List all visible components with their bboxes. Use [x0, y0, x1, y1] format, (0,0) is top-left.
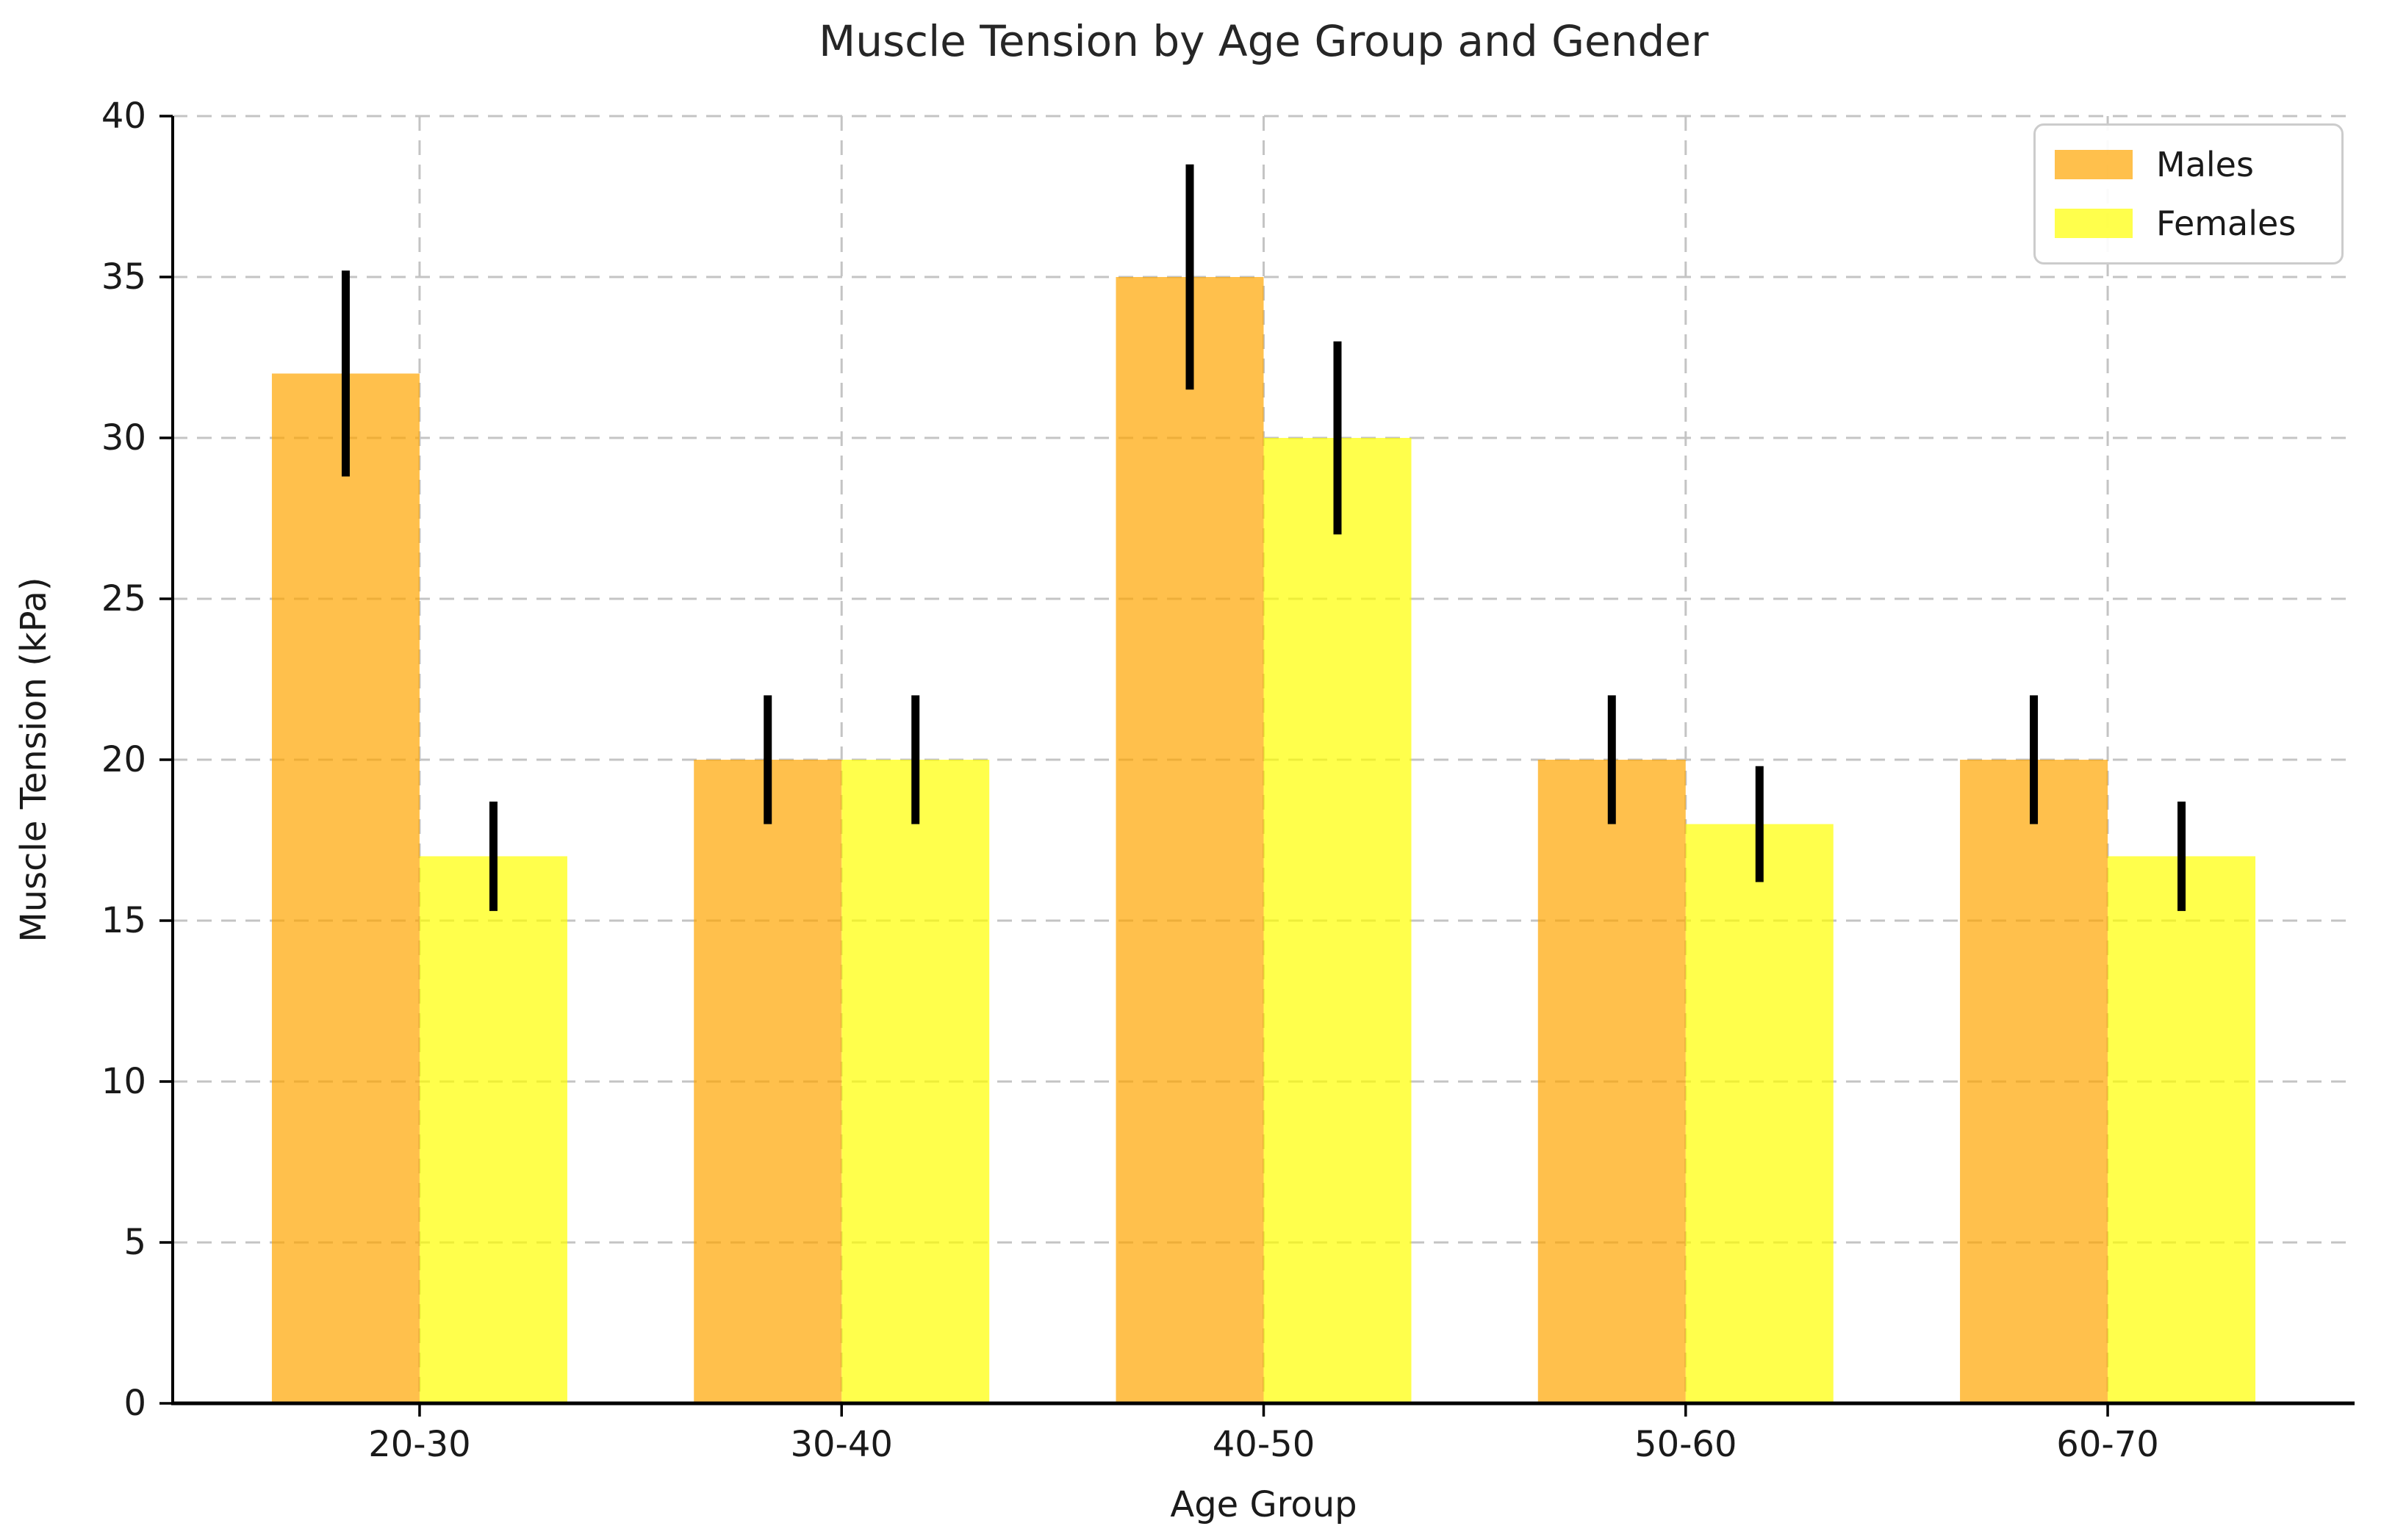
bar-males-50-60	[1537, 760, 1686, 1403]
legend-label-females: Females	[2156, 204, 2297, 243]
legend-label-males: Males	[2156, 145, 2254, 184]
y-axis-label: Muscle Tension (kPa)	[13, 577, 54, 943]
legend-item-females: Females	[2055, 204, 2341, 243]
legend: Males Females	[2033, 123, 2344, 265]
y-tick-label: 15	[101, 900, 146, 941]
y-tick-label: 5	[123, 1222, 146, 1263]
y-tick-label: 35	[101, 256, 146, 298]
males-swatch	[2055, 150, 2133, 179]
chart-title: Muscle Tension by Age Group and Gender	[819, 16, 1709, 66]
y-tick-label: 10	[101, 1061, 146, 1102]
bar-females-20-30	[419, 856, 567, 1403]
y-tick-label: 0	[123, 1383, 146, 1424]
x-tick-label: 30-40	[790, 1424, 892, 1465]
y-tick-label: 40	[101, 96, 146, 137]
bar-females-30-40	[841, 760, 990, 1403]
x-tick-label: 40-50	[1213, 1424, 1315, 1465]
y-tick-label: 20	[101, 739, 146, 780]
y-tick-label: 25	[101, 578, 146, 619]
bar-females-60-70	[2108, 856, 2256, 1403]
bar-males-60-70	[1960, 760, 2108, 1403]
bar-males-40-50	[1116, 277, 1264, 1403]
x-axis-label: Age Group	[1170, 1484, 1357, 1525]
x-tick-label: 20-30	[368, 1424, 470, 1465]
bar-males-20-30	[271, 373, 420, 1403]
females-swatch	[2055, 209, 2133, 238]
x-tick-label: 50-60	[1634, 1424, 1737, 1465]
x-tick-label: 60-70	[2056, 1424, 2158, 1465]
y-tick-label: 30	[101, 417, 146, 458]
bar-females-40-50	[1263, 438, 1412, 1403]
bar-males-30-40	[694, 760, 842, 1403]
legend-item-males: Males	[2055, 145, 2341, 184]
bar-females-50-60	[1685, 824, 1834, 1403]
